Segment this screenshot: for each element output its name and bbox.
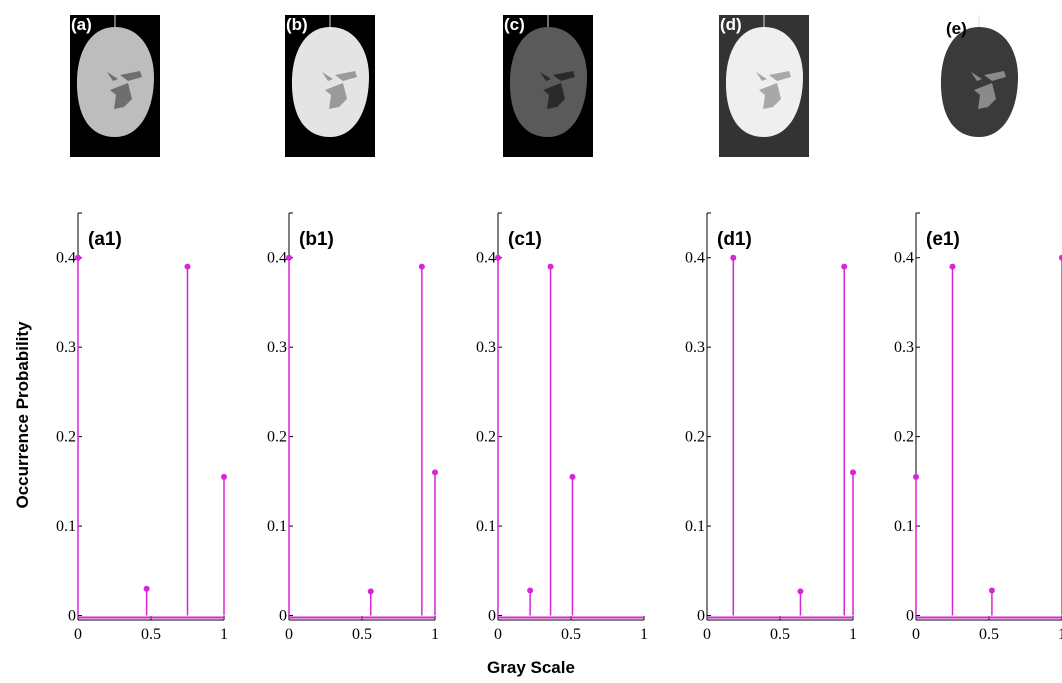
y-tick-label: 0.3 [56, 339, 76, 356]
y-axis-label: Occurrence Probability [13, 321, 32, 509]
x-tick-label: 0 [703, 626, 711, 643]
stem-marker [419, 264, 425, 270]
y-tick-label: 0.3 [267, 339, 287, 356]
stem-marker [548, 264, 554, 270]
y-tick-label: 0.2 [267, 429, 287, 446]
stem-marker [185, 264, 191, 270]
x-tick-label: 1 [849, 626, 857, 643]
stem-marker [75, 255, 81, 261]
y-tick-label: 0.1 [56, 518, 76, 535]
stem-marker [527, 587, 533, 593]
image-label: (e) [946, 19, 967, 38]
x-tick-label: 0.5 [141, 626, 161, 643]
image-label: (c) [504, 15, 525, 34]
y-tick-label: 0.1 [476, 518, 496, 535]
image-d [719, 15, 809, 157]
image-label: (d) [720, 15, 742, 34]
stem-marker [797, 588, 803, 594]
image-label: (b) [286, 15, 308, 34]
y-tick-label: 0.1 [267, 518, 287, 535]
x-tick-label: 0.5 [979, 626, 999, 643]
y-tick-label: 0.2 [685, 429, 705, 446]
chart-title: (b1) [299, 229, 334, 250]
chart-title: (c1) [508, 229, 542, 250]
y-tick-label: 0.4 [267, 250, 287, 267]
x-tick-label: 0.5 [561, 626, 581, 643]
x-tick-label: 1 [1058, 626, 1062, 643]
y-tick-label: 0.2 [56, 429, 76, 446]
y-tick-label: 0.4 [56, 250, 76, 267]
chart-title: (a1) [88, 229, 122, 250]
x-tick-label: 0 [74, 626, 82, 643]
y-tick-label: 0.4 [894, 250, 914, 267]
y-tick-label: 0.3 [476, 339, 496, 356]
image-b [285, 15, 375, 157]
x-axis-label: Gray Scale [487, 658, 575, 677]
y-tick-label: 0.4 [685, 250, 705, 267]
chart-title: (d1) [717, 229, 752, 250]
x-tick-label: 1 [431, 626, 439, 643]
x-tick-label: 0.5 [770, 626, 790, 643]
x-tick-label: 1 [220, 626, 228, 643]
figure: (a) (b) (c) (d) (e) Occurrence Probabili… [0, 0, 1062, 683]
x-tick-label: 1 [640, 626, 648, 643]
y-tick-label: 0.2 [894, 429, 914, 446]
x-tick-label: 0 [285, 626, 293, 643]
stem-marker [495, 255, 501, 261]
y-tick-label: 0.4 [476, 250, 496, 267]
x-tick-label: 0 [494, 626, 502, 643]
chart-title: (e1) [926, 229, 960, 250]
stem-marker [913, 474, 919, 480]
y-tick-label: 0 [68, 608, 76, 625]
y-tick-label: 0.1 [894, 518, 914, 535]
stem-marker [950, 264, 956, 270]
stem-marker [144, 586, 150, 592]
image-c [503, 15, 593, 157]
stem-marker [368, 588, 374, 594]
stem-marker [841, 264, 847, 270]
y-tick-label: 0.3 [685, 339, 705, 356]
stem-marker [432, 469, 438, 475]
y-tick-label: 0.3 [894, 339, 914, 356]
stem-marker [730, 255, 736, 261]
y-tick-label: 0 [906, 608, 914, 625]
stem-marker [989, 587, 995, 593]
stem-marker [850, 469, 856, 475]
x-tick-label: 0.5 [352, 626, 372, 643]
stem-marker [221, 474, 227, 480]
y-tick-label: 0 [488, 608, 496, 625]
y-tick-label: 0.1 [685, 518, 705, 535]
image-label: (a) [71, 15, 92, 34]
y-tick-label: 0 [697, 608, 705, 625]
stem-marker [286, 255, 292, 261]
x-tick-label: 0 [912, 626, 920, 643]
y-tick-label: 0 [279, 608, 287, 625]
stem-marker [569, 474, 575, 480]
y-tick-label: 0.2 [476, 429, 496, 446]
image-a [70, 15, 160, 157]
